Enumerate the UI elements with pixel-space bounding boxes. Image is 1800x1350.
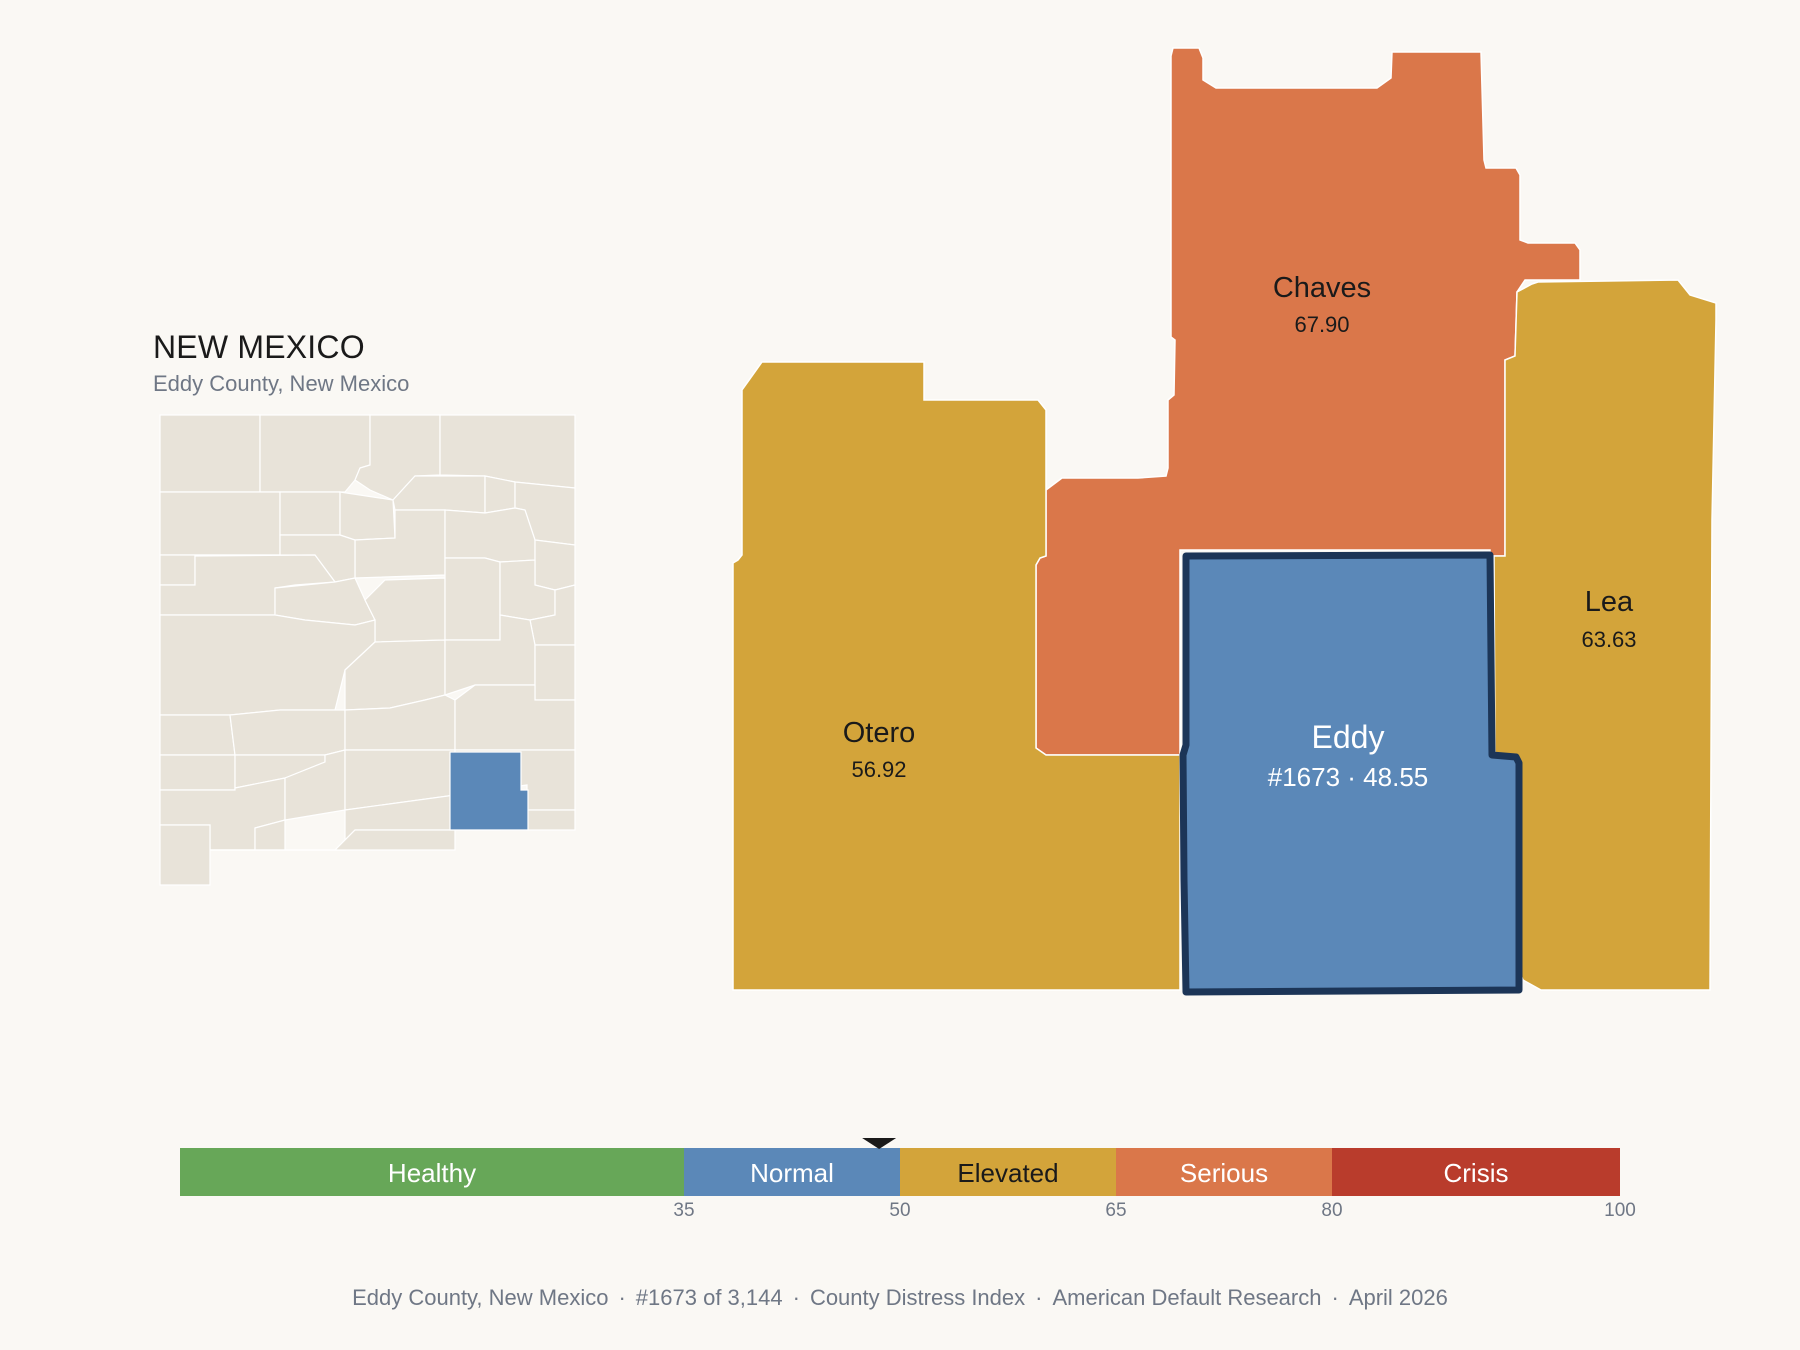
county-label-lea: Lea [1585,586,1634,618]
scale-segment-normal [684,1148,900,1196]
scale-segment-elevated [900,1148,1116,1196]
county-label-chaves: Chaves [1273,272,1371,304]
footer-date: April 2026 [1348,1285,1448,1310]
county-label-otero: Otero [843,717,916,749]
county-value-otero: 56.92 [851,757,906,782]
county-value-lea: 63.63 [1581,627,1636,652]
footer-index: County Distress Index [809,1285,1026,1310]
scale-tick-label: 65 [1105,1200,1126,1221]
scale-tick-label: 80 [1321,1200,1342,1221]
scale-tick-label: 50 [889,1200,910,1221]
scale-label-elevated: Elevated [957,1158,1058,1188]
footer-county: Eddy County, New Mexico [352,1285,609,1310]
state-county-shape [285,829,456,851]
state-selected-county-eddy [449,751,529,831]
scale-tick-label: 35 [673,1200,694,1221]
footer-source: American Default Research [1052,1285,1322,1310]
footer: Eddy County, New Mexico · #1673 of 3,144 · C… [352,1285,1448,1310]
county-value-eddy: #1673 · 48.55 [1268,762,1428,792]
scale-segment-healthy [180,1148,684,1196]
county-shape-eddy[interactable] [1179,551,1523,996]
scale-label-healthy: Healthy [388,1158,476,1188]
state-title: NEW MEXICO [153,329,365,365]
county-label-eddy: Eddy [1312,719,1385,755]
scale-label-serious: Serious [1180,1158,1268,1188]
county-value-chaves: 67.90 [1294,312,1349,337]
county-detail-map: Chaves 67.90 Lea 63.63 Otero 56.92 Eddy #1673 ·… [732,47,1717,996]
scale-tick-label: 100 [1604,1200,1636,1221]
footer-rank: #1673 of 3,144 [635,1285,783,1310]
county-shape-otero[interactable] [732,361,1181,991]
scale-segment-crisis [1332,1148,1620,1196]
scale-segment-serious [1116,1148,1332,1196]
county-subtitle: Eddy County, New Mexico [153,371,410,396]
distress-scale: Healthy Normal Elevated Serious Crisis 35 50 6… [180,1138,1636,1221]
county-marker-icon [862,1138,897,1149]
state-locator-map [159,414,576,886]
state-county-shape [159,824,211,886]
scale-label-crisis: Crisis [1444,1158,1509,1188]
scale-label-normal: Normal [750,1158,834,1188]
